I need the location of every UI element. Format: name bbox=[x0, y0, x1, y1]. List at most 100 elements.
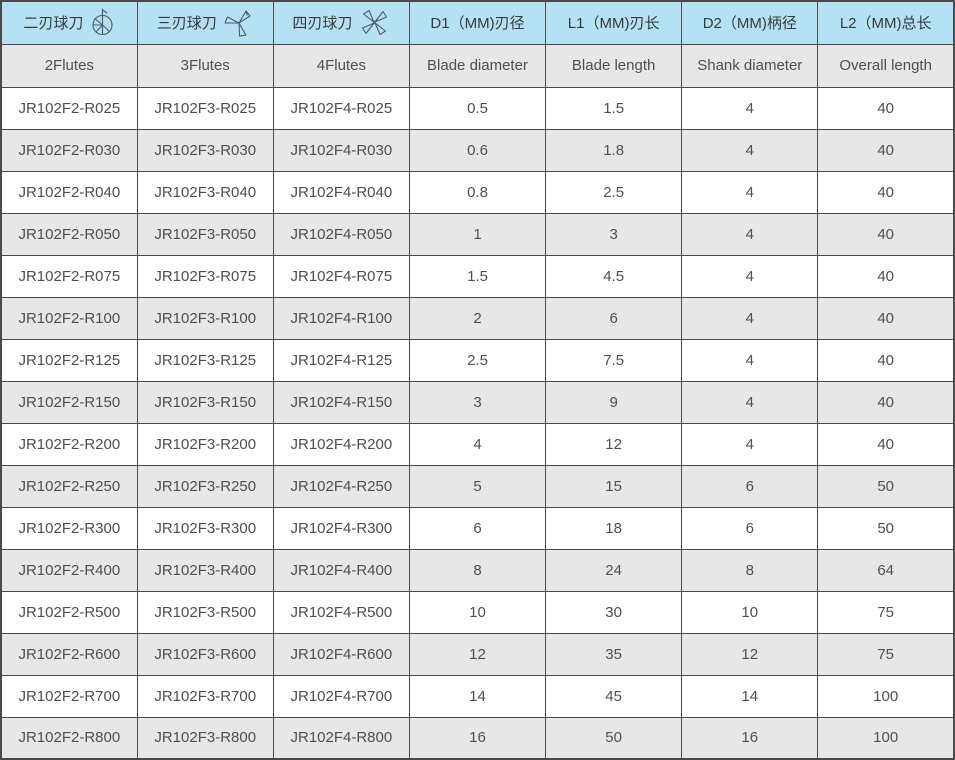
blade-length-cell: 35 bbox=[545, 632, 683, 676]
model-3flute-cell: JR102F3-R500 bbox=[136, 590, 274, 634]
column-subtitle-3flutes: 3Flutes bbox=[136, 43, 274, 88]
blade-length-cell: 12 bbox=[545, 422, 683, 466]
column-title: 四刃球刀 bbox=[292, 15, 353, 33]
table-row: JR102F2-R400 JR102F3-R400 JR102F4-R400 8… bbox=[0, 548, 955, 592]
model-3flute-cell: JR102F3-R400 bbox=[136, 548, 274, 592]
blade-diameter-cell: 16 bbox=[408, 716, 547, 760]
shank-diameter-cell: 4 bbox=[681, 128, 819, 172]
blade-length-cell: 6 bbox=[545, 296, 683, 340]
blade-length-cell: 4.5 bbox=[545, 254, 683, 298]
shank-diameter-cell: 14 bbox=[681, 674, 819, 718]
model-3flute-cell: JR102F3-R075 bbox=[136, 254, 274, 298]
table-row: JR102F2-R800 JR102F3-R800 JR102F4-R800 1… bbox=[0, 716, 955, 760]
blade-length-cell: 2.5 bbox=[545, 170, 683, 214]
blade-diameter-cell: 0.6 bbox=[408, 128, 547, 172]
model-4flute-cell: JR102F4-R400 bbox=[272, 548, 410, 592]
column-subtitle-2flutes: 2Flutes bbox=[0, 43, 138, 88]
model-2flute-cell: JR102F2-R075 bbox=[0, 254, 138, 298]
blade-length-cell: 30 bbox=[545, 590, 683, 634]
blade-diameter-cell: 3 bbox=[408, 380, 547, 424]
model-2flute-cell: JR102F2-R700 bbox=[0, 674, 138, 718]
blade-diameter-cell: 1 bbox=[408, 212, 547, 256]
shank-diameter-cell: 4 bbox=[681, 338, 819, 382]
model-4flute-cell: JR102F4-R250 bbox=[272, 464, 410, 508]
column-subtitle-blade-diameter: Blade diameter bbox=[408, 43, 547, 88]
model-2flute-cell: JR102F2-R300 bbox=[0, 506, 138, 550]
model-3flute-cell: JR102F3-R250 bbox=[136, 464, 274, 508]
table-row: JR102F2-R600 JR102F3-R600 JR102F4-R600 1… bbox=[0, 632, 955, 676]
model-2flute-cell: JR102F2-R150 bbox=[0, 380, 138, 424]
blade-length-cell: 1.8 bbox=[545, 128, 683, 172]
overall-length-cell: 40 bbox=[817, 86, 955, 130]
model-4flute-cell: JR102F4-R500 bbox=[272, 590, 410, 634]
model-4flute-cell: JR102F4-R125 bbox=[272, 338, 410, 382]
column-header-l2: L2（MM)总长 bbox=[817, 0, 955, 45]
overall-length-cell: 50 bbox=[817, 506, 955, 550]
blade-length-cell: 15 bbox=[545, 464, 683, 508]
table-row: JR102F2-R700 JR102F3-R700 JR102F4-R700 1… bbox=[0, 674, 955, 718]
model-2flute-cell: JR102F2-R200 bbox=[0, 422, 138, 466]
overall-length-cell: 75 bbox=[817, 632, 955, 676]
table-row: JR102F2-R150 JR102F3-R150 JR102F4-R150 3… bbox=[0, 380, 955, 424]
table-row: JR102F2-R125 JR102F3-R125 JR102F4-R125 2… bbox=[0, 338, 955, 382]
model-4flute-cell: JR102F4-R150 bbox=[272, 380, 410, 424]
model-4flute-cell: JR102F4-R700 bbox=[272, 674, 410, 718]
model-2flute-cell: JR102F2-R125 bbox=[0, 338, 138, 382]
shank-diameter-cell: 6 bbox=[681, 506, 819, 550]
blade-diameter-cell: 14 bbox=[408, 674, 547, 718]
shank-diameter-cell: 4 bbox=[681, 296, 819, 340]
model-3flute-cell: JR102F3-R800 bbox=[136, 716, 274, 760]
model-2flute-cell: JR102F2-R250 bbox=[0, 464, 138, 508]
model-3flute-cell: JR102F3-R025 bbox=[136, 86, 274, 130]
overall-length-cell: 50 bbox=[817, 464, 955, 508]
header-row-chinese: 二刃球刀 三刃球刀 bbox=[0, 0, 955, 45]
blade-length-cell: 24 bbox=[545, 548, 683, 592]
model-4flute-cell: JR102F4-R800 bbox=[272, 716, 410, 760]
model-4flute-cell: JR102F4-R040 bbox=[272, 170, 410, 214]
overall-length-cell: 100 bbox=[817, 716, 955, 760]
column-header-3flutes: 三刃球刀 bbox=[136, 0, 274, 45]
overall-length-cell: 40 bbox=[817, 212, 955, 256]
column-header-d2: D2（MM)柄径 bbox=[681, 0, 819, 45]
column-subtitle-4flutes: 4Flutes bbox=[272, 43, 410, 88]
table-header: 二刃球刀 三刃球刀 bbox=[0, 0, 955, 88]
shank-diameter-cell: 6 bbox=[681, 464, 819, 508]
model-3flute-cell: JR102F3-R700 bbox=[136, 674, 274, 718]
overall-length-cell: 40 bbox=[817, 296, 955, 340]
blade-length-cell: 3 bbox=[545, 212, 683, 256]
model-3flute-cell: JR102F3-R200 bbox=[136, 422, 274, 466]
blade-diameter-cell: 0.8 bbox=[408, 170, 547, 214]
shank-diameter-cell: 4 bbox=[681, 422, 819, 466]
model-3flute-cell: JR102F3-R300 bbox=[136, 506, 274, 550]
model-4flute-cell: JR102F4-R300 bbox=[272, 506, 410, 550]
blade-diameter-cell: 8 bbox=[408, 548, 547, 592]
blade-length-cell: 18 bbox=[545, 506, 683, 550]
model-4flute-cell: JR102F4-R050 bbox=[272, 212, 410, 256]
model-2flute-cell: JR102F2-R800 bbox=[0, 716, 138, 760]
blade-diameter-cell: 5 bbox=[408, 464, 547, 508]
overall-length-cell: 64 bbox=[817, 548, 955, 592]
model-4flute-cell: JR102F4-R100 bbox=[272, 296, 410, 340]
column-title: 三刃球刀 bbox=[156, 15, 217, 33]
model-4flute-cell: JR102F4-R200 bbox=[272, 422, 410, 466]
column-subtitle-overall-length: Overall length bbox=[817, 43, 955, 88]
column-subtitle-shank-diameter: Shank diameter bbox=[681, 43, 819, 88]
column-header-l1: L1（MM)刃长 bbox=[545, 0, 683, 45]
shank-diameter-cell: 8 bbox=[681, 548, 819, 592]
shank-diameter-cell: 4 bbox=[681, 170, 819, 214]
overall-length-cell: 40 bbox=[817, 422, 955, 466]
table-row: JR102F2-R075 JR102F3-R075 JR102F4-R075 1… bbox=[0, 254, 955, 298]
shank-diameter-cell: 10 bbox=[681, 590, 819, 634]
table-body: JR102F2-R025 JR102F3-R025 JR102F4-R025 0… bbox=[0, 86, 955, 760]
model-2flute-cell: JR102F2-R400 bbox=[0, 548, 138, 592]
model-4flute-cell: JR102F4-R025 bbox=[272, 86, 410, 130]
model-3flute-cell: JR102F3-R100 bbox=[136, 296, 274, 340]
model-2flute-cell: JR102F2-R600 bbox=[0, 632, 138, 676]
table-row: JR102F2-R200 JR102F3-R200 JR102F4-R200 4… bbox=[0, 422, 955, 466]
table-row: JR102F2-R500 JR102F3-R500 JR102F4-R500 1… bbox=[0, 590, 955, 634]
table-row: JR102F2-R100 JR102F3-R100 JR102F4-R100 2… bbox=[0, 296, 955, 340]
overall-length-cell: 40 bbox=[817, 128, 955, 172]
overall-length-cell: 40 bbox=[817, 338, 955, 382]
column-header-d1: D1（MM)刃径 bbox=[408, 0, 547, 45]
overall-length-cell: 100 bbox=[817, 674, 955, 718]
